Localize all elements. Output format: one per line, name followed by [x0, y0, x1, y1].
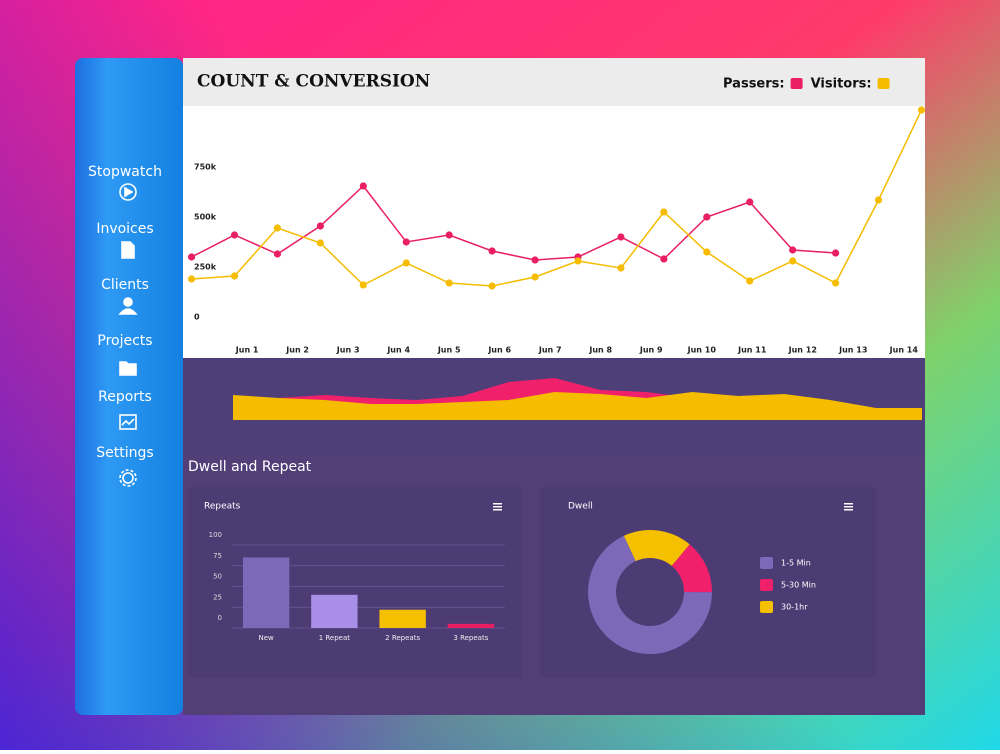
bar: [242, 557, 290, 628]
x-tick-label: Jun 8: [588, 346, 612, 355]
data-point: [402, 259, 410, 267]
x-tick-label: 3 Repeats: [453, 634, 488, 642]
x-tick-label: Jun 6: [487, 346, 511, 355]
legend-swatch: [877, 78, 890, 89]
legend-swatch: [790, 78, 803, 89]
pie-slice: [671, 544, 712, 593]
count-panel: [183, 58, 925, 358]
bar: [379, 609, 426, 628]
nav-item[interactable]: Settings: [96, 445, 153, 461]
data-point: [359, 182, 367, 190]
data-point: [703, 248, 711, 256]
data-point: [230, 272, 239, 280]
data-point: [832, 279, 840, 287]
x-tick-label: 1 Repeat: [319, 634, 351, 642]
data-point: [402, 238, 410, 246]
y-tick-label: 250k: [194, 263, 217, 272]
x-tick-label: Jun 9: [639, 346, 663, 355]
x-tick-label: Jun 10: [687, 346, 717, 355]
repeats-card: [188, 487, 522, 678]
x-tick-label: New: [258, 634, 274, 642]
data-point: [917, 106, 926, 114]
data-point: [230, 231, 239, 239]
y-tick-label: 750k: [194, 163, 217, 172]
y-tick-label: 100: [209, 531, 222, 539]
x-tick-label: Jun 2: [285, 346, 309, 355]
data-point: [874, 196, 883, 204]
data-point: [832, 249, 840, 257]
data-point: [316, 222, 324, 230]
y-tick-label: 500k: [194, 213, 217, 222]
area: [233, 392, 922, 420]
bar: [311, 594, 358, 628]
data-point: [273, 224, 282, 232]
data-point: [488, 247, 496, 255]
sidebar: [75, 58, 183, 715]
nav-item[interactable]: Clients: [101, 277, 149, 293]
menu-icons: [493, 503, 853, 511]
nav-item[interactable]: Reports: [98, 389, 152, 405]
x-tick-label: Jun 1: [235, 346, 259, 355]
legend-label: 1-5 Min: [781, 559, 811, 568]
x-tick-label: Jun 13: [838, 346, 867, 355]
data-point: [617, 233, 625, 241]
x-tick-label: Jun 5: [437, 346, 461, 355]
chart-title: Repeats: [204, 502, 241, 512]
data-point: [316, 239, 324, 247]
legend-swatch: [760, 557, 773, 569]
data-point: [445, 231, 453, 239]
chart-title: Dwell: [568, 502, 593, 512]
legend-swatch: [760, 579, 773, 591]
data-point: [187, 275, 196, 283]
series-line: [191, 109, 923, 287]
x-tick-label: Jun 12: [788, 346, 817, 355]
series-line: [191, 184, 836, 261]
legend-label: Visitors:: [811, 77, 872, 92]
data-point: [488, 282, 496, 290]
data-point: [789, 246, 797, 254]
data-point: [187, 253, 196, 261]
data-point: [273, 250, 282, 258]
data-point: [445, 279, 453, 287]
data-point: [359, 281, 367, 289]
y-tick-label: 25: [213, 593, 222, 601]
legend-label: 30-1hr: [781, 603, 808, 612]
data-point: [531, 256, 539, 264]
data-point: [660, 208, 668, 216]
nav-item[interactable]: Projects: [97, 333, 152, 349]
legend-label: Passers:: [723, 77, 785, 92]
data-point: [531, 273, 539, 281]
y-tick-label: 50: [213, 573, 222, 581]
sidebar-icons: [118, 183, 138, 487]
x-tick-label: Jun 7: [538, 346, 562, 355]
x-tick-label: Jun 4: [386, 346, 410, 355]
nav-item[interactable]: Stopwatch: [88, 164, 162, 180]
data-point: [617, 264, 625, 272]
pie-slice: [588, 535, 712, 654]
chart-title: COUNT & CONVERSION: [197, 72, 430, 92]
data-point: [574, 257, 582, 265]
legend-label: 5-30 Min: [781, 581, 816, 590]
data-point: [789, 257, 797, 265]
x-tick-label: Jun 11: [737, 346, 767, 355]
data-point: [660, 255, 668, 263]
bar: [447, 623, 495, 628]
data-point: [746, 277, 754, 285]
data-point: [746, 198, 754, 206]
nav-item[interactable]: Invoices: [96, 221, 153, 237]
y-tick-label: 0: [218, 614, 222, 622]
x-tick-label: Jun 14: [889, 346, 919, 355]
x-tick-label: 2 Repeats: [385, 634, 420, 642]
section-title: Dwell and Repeat: [188, 459, 312, 475]
y-tick-label: 0: [194, 313, 200, 322]
data-point: [703, 213, 711, 221]
x-tick-label: Jun 3: [336, 346, 360, 355]
legend-swatch: [760, 601, 773, 613]
y-tick-label: 75: [213, 552, 222, 560]
pie-slice: [623, 530, 690, 566]
